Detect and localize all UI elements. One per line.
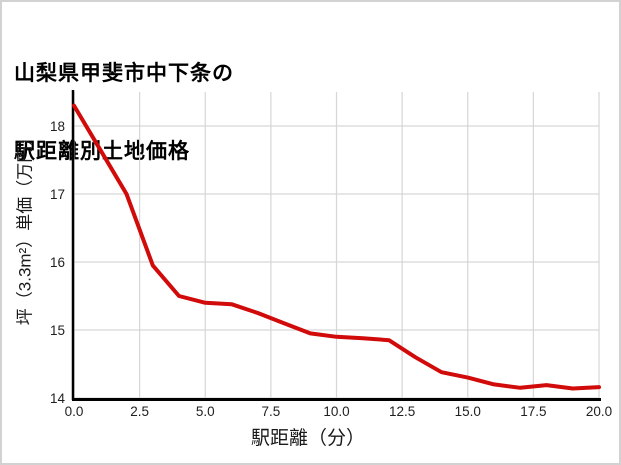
x-tick-label: 20.0	[586, 404, 612, 419]
price-line	[72, 103, 601, 391]
x-tick-label: 15.0	[455, 404, 481, 419]
x-tick-label: 10.0	[323, 404, 349, 419]
x-axis-label: 駅距離（分）	[250, 428, 366, 449]
y-tick-label: 17	[50, 187, 65, 202]
y-tick-label: 14	[50, 391, 66, 406]
y-tick-label: 18	[50, 119, 65, 134]
x-tick-label: 17.5	[520, 404, 546, 419]
x-tick-label: 12.5	[389, 404, 415, 419]
y-tick-label: 16	[50, 255, 65, 270]
y-tick-label: 15	[50, 323, 65, 338]
x-tick-label: 0.0	[65, 404, 84, 419]
x-tick-label: 2.5	[130, 404, 149, 419]
x-tick-label: 5.0	[196, 404, 215, 419]
chart-title-line-1: 山梨県甲斐市中下条の	[14, 62, 234, 85]
x-tick-label: 7.5	[261, 404, 280, 419]
